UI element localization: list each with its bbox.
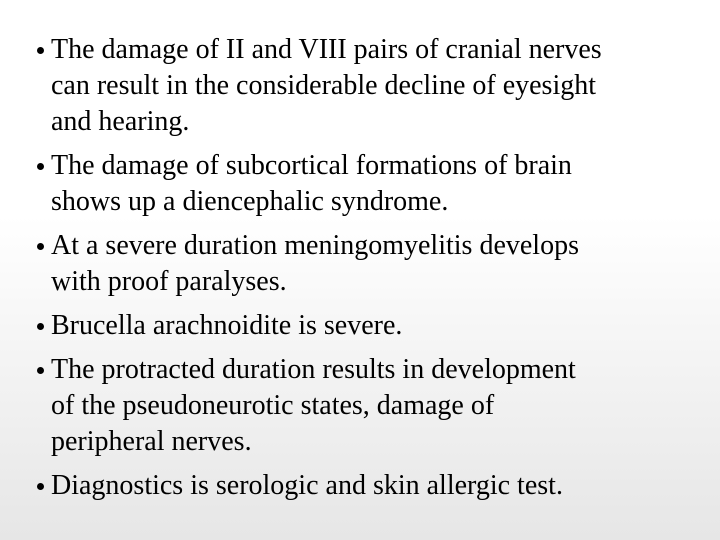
- bullet-dot: [37, 163, 44, 170]
- bullet-list: The damage of II and VIII pairs of crani…: [0, 32, 720, 512]
- text-line: Brucella arachnoidite is severe.: [51, 310, 403, 341]
- text-line: and hearing.: [51, 106, 190, 137]
- bullet-item: The damage of II and VIII pairs of crani…: [0, 32, 720, 140]
- bullet-item: Brucella arachnoidite is severe.: [0, 308, 720, 344]
- bullet-dot: [37, 367, 44, 374]
- text-line: with proof paralyses.: [51, 266, 287, 297]
- bullet-dot: [37, 47, 44, 54]
- bullet-dot: [37, 243, 44, 250]
- text-line: can result in the considerable decline o…: [51, 70, 597, 101]
- bullet-item: At a severe duration meningomyelitis dev…: [0, 228, 720, 300]
- text-line: The damage of subcortical formations of …: [51, 150, 572, 181]
- bullet-item: The damage of subcortical formations of …: [0, 148, 720, 220]
- bullet-dot: [37, 323, 44, 330]
- bullet-item: Diagnostics is serologic and skin allerg…: [0, 468, 720, 504]
- text-line: The damage of II and VIII pairs of crani…: [51, 34, 602, 65]
- text-line: peripheral nerves.: [51, 426, 252, 457]
- text-line: The protracted duration results in devel…: [51, 354, 576, 385]
- text-line: Diagnostics is serologic and skin allerg…: [51, 470, 563, 501]
- bullet-item: The protracted duration results in devel…: [0, 352, 720, 460]
- text-line: At a severe duration meningomyelitis dev…: [51, 230, 579, 261]
- text-line: shows up a diencephalic syndrome.: [51, 186, 449, 217]
- bullet-dot: [37, 483, 44, 490]
- text-line: of the pseudoneurotic states, damage of: [51, 390, 495, 421]
